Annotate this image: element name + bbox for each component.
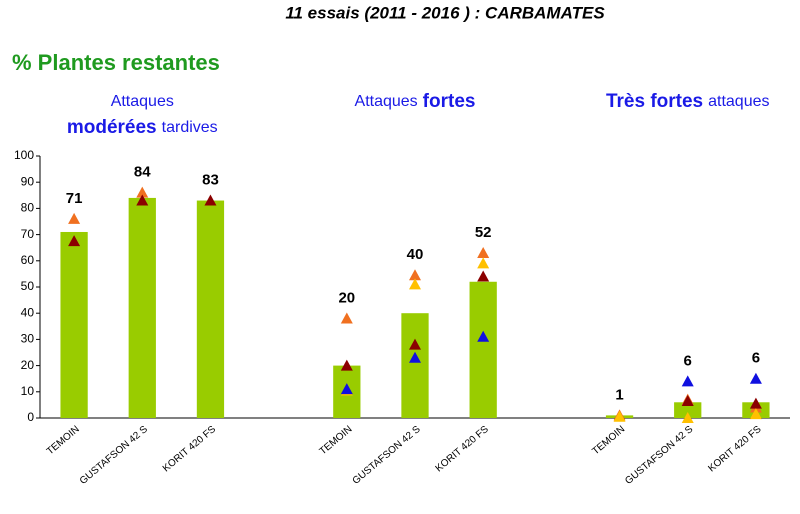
x-tick-label: GUSTAFSON 42 S [78,424,150,487]
y-tick-label: 10 [21,384,35,398]
x-tick-label: TEMOIN [318,424,355,457]
marker [136,194,149,206]
marker [681,375,694,387]
marker [68,212,81,224]
x-tick-label: GUSTAFSON 42 S [623,424,695,487]
marker [340,312,353,324]
marker [68,235,81,247]
y-tick-label: 50 [21,279,35,293]
marker [409,269,421,281]
value-label: 6 [684,352,692,369]
value-label: 20 [338,289,355,306]
y-tick-label: 30 [21,332,35,346]
y-tick-label: 60 [21,253,35,267]
x-tick-label: KORIT 420 FS [161,424,218,475]
value-label: 40 [407,246,424,263]
bar [674,402,702,418]
x-tick-label: KORIT 420 FS [706,424,763,475]
group-label-part: Très fortes [606,91,703,112]
marker [681,394,694,406]
marker [749,397,762,409]
value-label: 6 [752,350,760,367]
group-label: Attaques [111,93,174,110]
chart-title: 11 essais (2011 - 2016 ) : CARBAMATES [285,3,605,22]
marker [204,194,217,206]
x-tick-label: KORIT 420 FS [434,424,491,475]
value-label: 83 [202,172,219,189]
y-tick-label: 0 [27,410,34,424]
bar [401,313,429,418]
marker [409,338,421,350]
y-tick-label: 80 [21,201,35,215]
marker [477,257,490,269]
marker [477,270,490,282]
group-label-part: Attaques [355,93,418,110]
marker [340,359,353,371]
y-tick-label: 100 [14,148,34,162]
x-tick-label: TEMOIN [45,424,82,457]
y-tick-label: 90 [21,174,35,188]
y-tick-label: 40 [21,305,35,319]
chart-subtitle: % Plantes restantes [12,50,220,75]
marker [477,330,490,342]
bar [469,281,497,418]
group-label-part: Attaques [111,93,174,110]
marker [409,278,421,290]
value-label: 52 [475,224,492,241]
group-label-part: attaques [708,93,769,110]
y-tick-label: 20 [21,358,35,372]
marker [749,408,762,420]
marker [749,372,762,384]
group-label-part: fortes [423,91,476,112]
bar [128,197,156,418]
bar [196,200,225,418]
group-label-part: modérées [67,117,157,138]
group-label-part: tardives [162,119,218,136]
x-tick-label: GUSTAFSON 42 S [351,424,423,487]
marker [477,246,490,258]
marker [613,410,626,422]
group-label: modérées tardives [67,117,218,138]
value-label: 1 [615,386,623,403]
marker [409,351,421,363]
bar [60,231,88,418]
group-label: Attaques fortes [355,91,476,112]
x-tick-label: TEMOIN [590,424,627,457]
marker [681,412,694,423]
value-label: 71 [66,190,83,207]
marker [136,186,149,198]
y-tick-label: 70 [21,227,35,241]
group-label: Très fortes attaques [606,91,770,112]
value-label: 84 [134,164,151,181]
marker [340,383,353,395]
